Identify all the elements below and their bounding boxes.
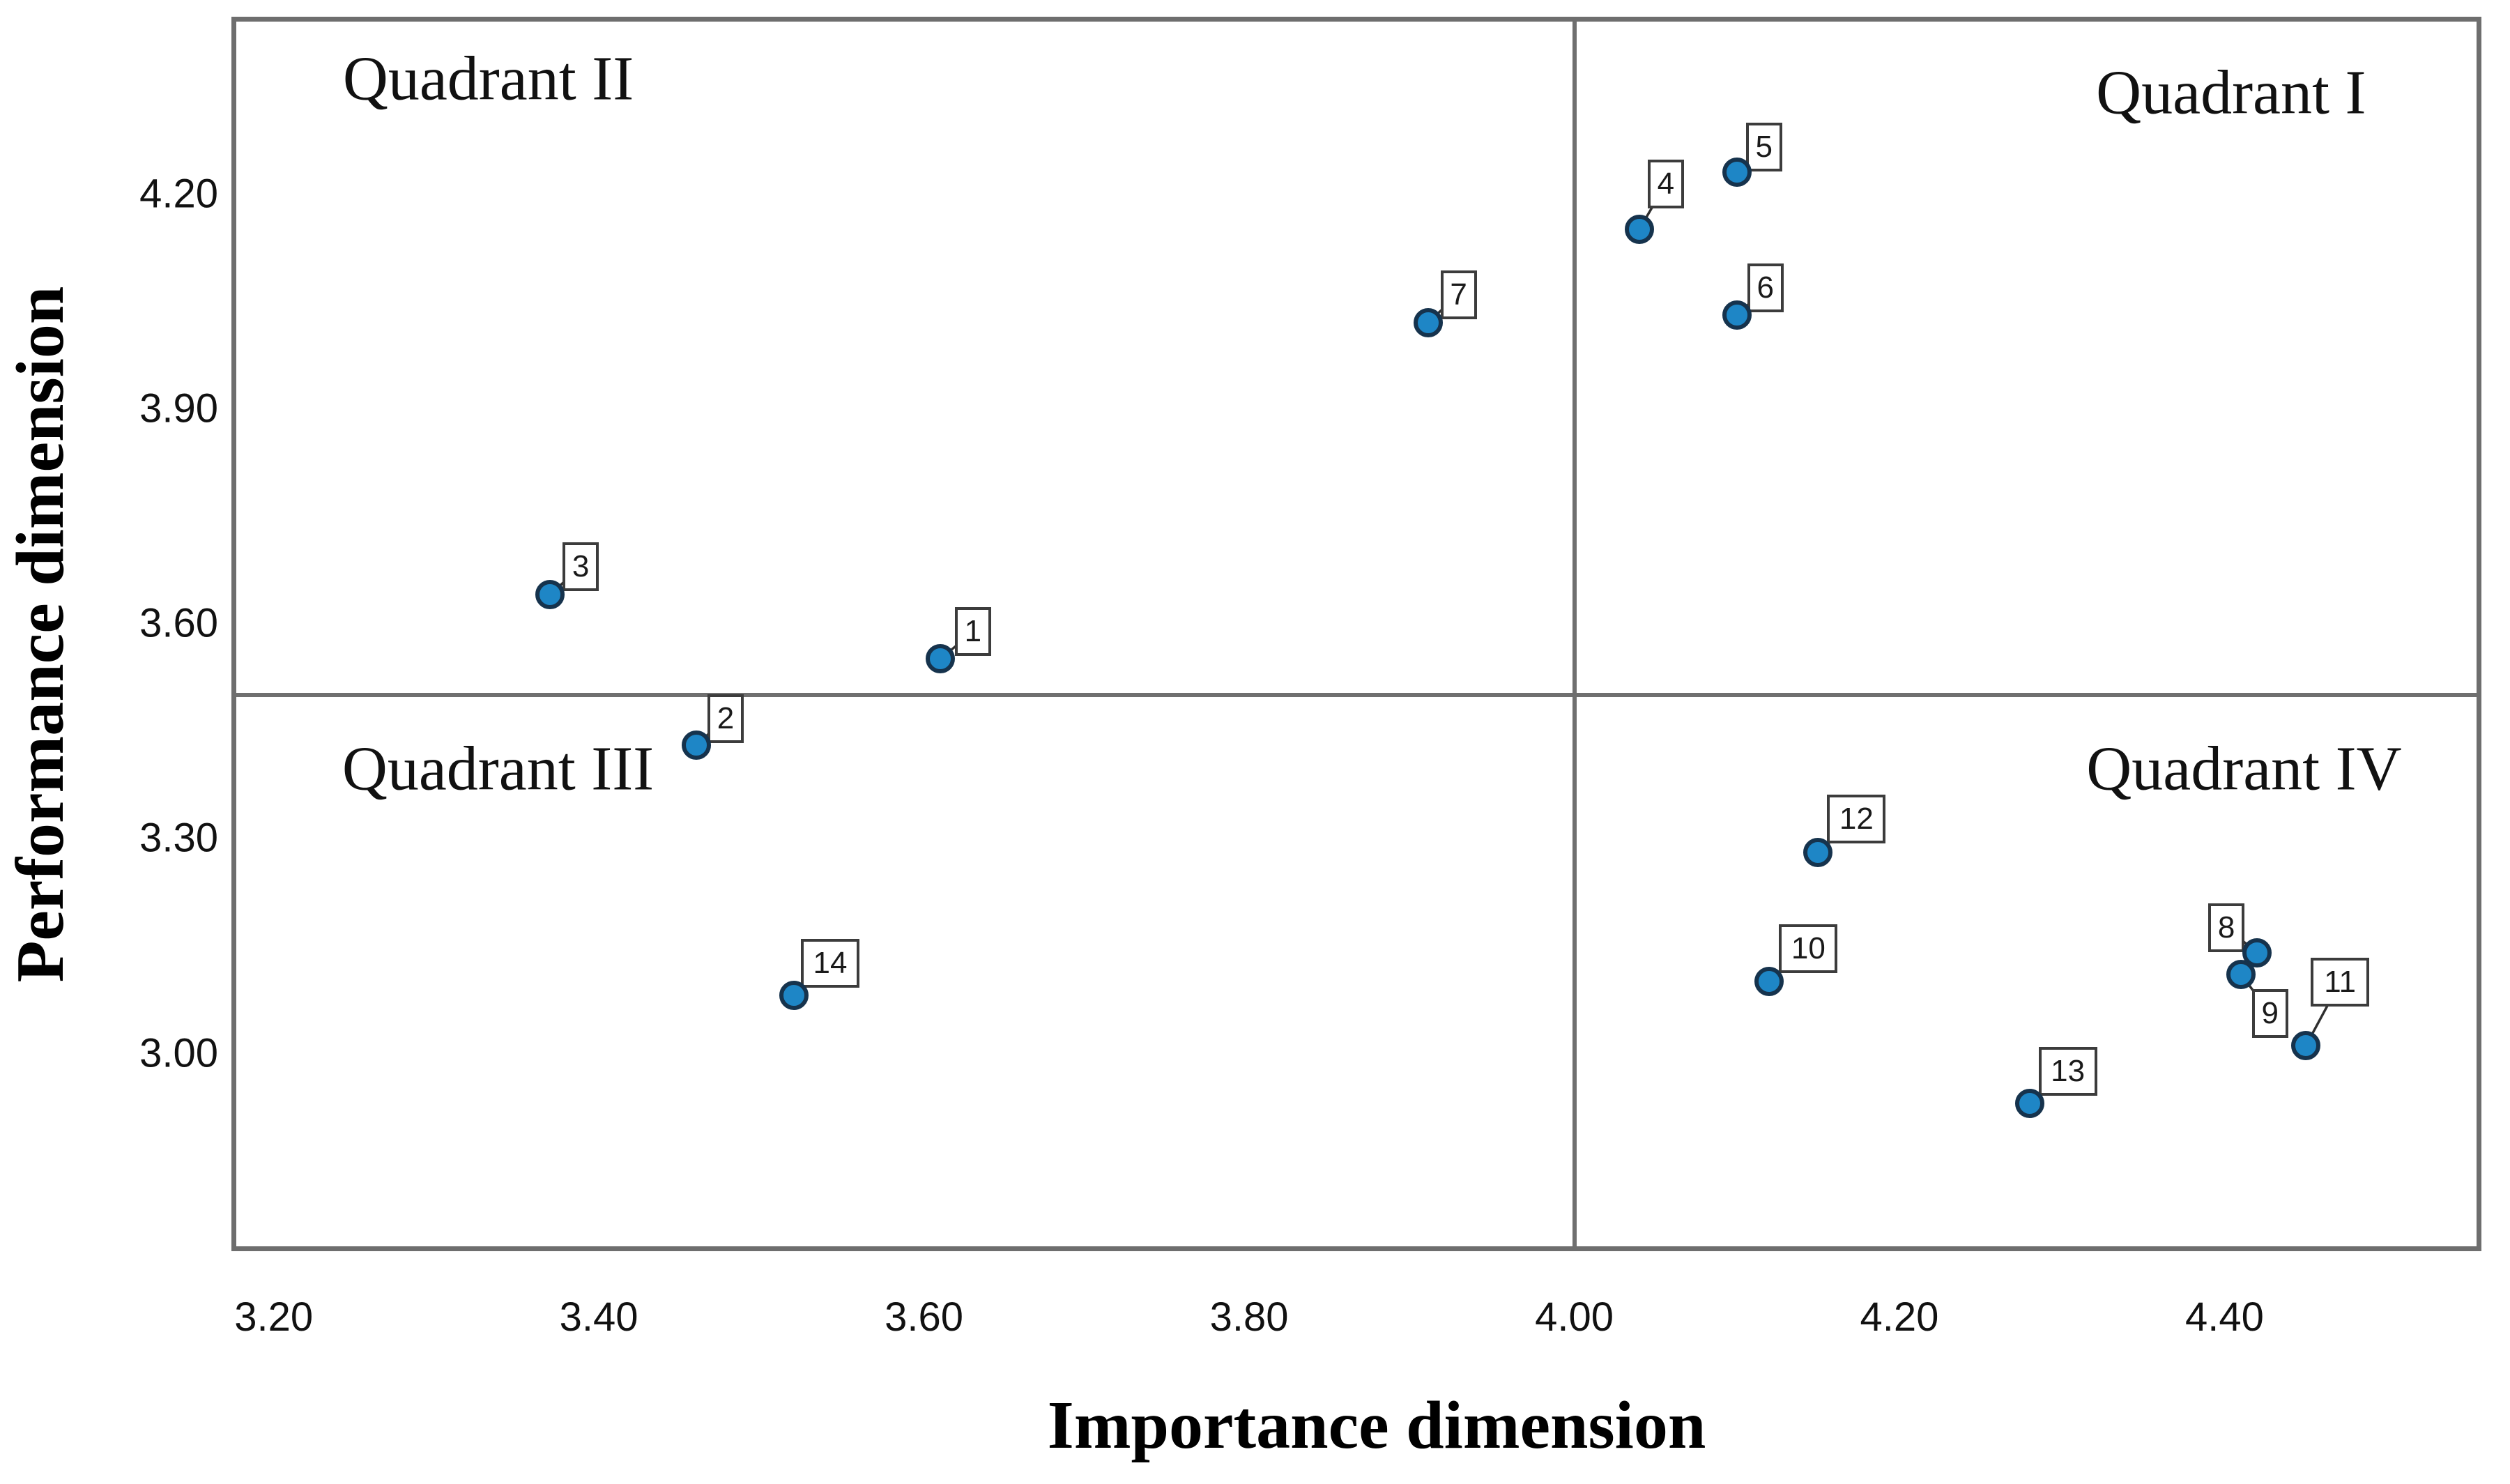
y-tick-label: 3.30 xyxy=(139,815,218,861)
y-tick-label: 3.60 xyxy=(139,600,218,646)
point-label: 12 xyxy=(1827,794,1886,843)
y-tick-label: 4.20 xyxy=(139,171,218,217)
x-axis-title: Importance dimension xyxy=(1047,1388,1706,1463)
point-label: 8 xyxy=(2208,903,2245,952)
x-tick-label: 3.60 xyxy=(885,1294,964,1340)
point-label: 6 xyxy=(1747,263,1784,313)
x-tick-label: 4.20 xyxy=(1860,1294,1939,1340)
point-label: 13 xyxy=(2038,1046,2097,1096)
crosshair-horizontal-line xyxy=(236,692,2477,697)
plot-area: Quadrant II Quadrant I Quadrant III Quadran… xyxy=(231,17,2481,1251)
point-label: 3 xyxy=(563,542,599,591)
data-point xyxy=(2014,1088,2044,1118)
point-label: 11 xyxy=(2311,958,2370,1007)
data-point xyxy=(925,644,955,674)
data-point xyxy=(1722,157,1752,187)
point-label: 2 xyxy=(707,694,744,743)
x-tick-label: 3.80 xyxy=(1209,1294,1289,1340)
quadrant-label: Quadrant III xyxy=(342,734,655,804)
y-tick-label: 3.00 xyxy=(139,1030,218,1076)
x-tick-label: 3.40 xyxy=(559,1294,638,1340)
data-point xyxy=(1624,214,1654,244)
data-point xyxy=(1803,837,1833,867)
point-label: 14 xyxy=(801,939,859,988)
data-point xyxy=(1754,966,1784,996)
data-point xyxy=(682,730,712,760)
y-axis-title: Performance dimension xyxy=(3,286,78,983)
point-label: 10 xyxy=(1779,924,1838,973)
data-point xyxy=(779,981,809,1011)
quadrant-label: Quadrant I xyxy=(2096,58,2366,128)
leader-lines-layer xyxy=(549,146,2341,1104)
crosshair-vertical-line xyxy=(1572,22,1577,1246)
data-point xyxy=(2242,938,2272,967)
data-point xyxy=(1722,300,1752,330)
point-label: 7 xyxy=(1440,270,1477,319)
y-tick-label: 3.90 xyxy=(139,385,218,431)
quadrant-label: Quadrant II xyxy=(342,44,634,114)
data-point xyxy=(2226,959,2256,989)
data-point xyxy=(535,579,565,609)
quadrant-label: Quadrant IV xyxy=(2086,734,2402,804)
data-point xyxy=(1413,307,1443,337)
x-tick-label: 4.00 xyxy=(1535,1294,1614,1340)
data-point xyxy=(2291,1031,2321,1061)
point-label: 5 xyxy=(1745,122,1782,171)
x-tick-label: 3.20 xyxy=(234,1294,314,1340)
point-label: 1 xyxy=(954,607,991,657)
point-label: 9 xyxy=(2251,988,2288,1038)
point-label: 4 xyxy=(1647,159,1684,208)
x-tick-label: 4.40 xyxy=(2185,1294,2264,1340)
